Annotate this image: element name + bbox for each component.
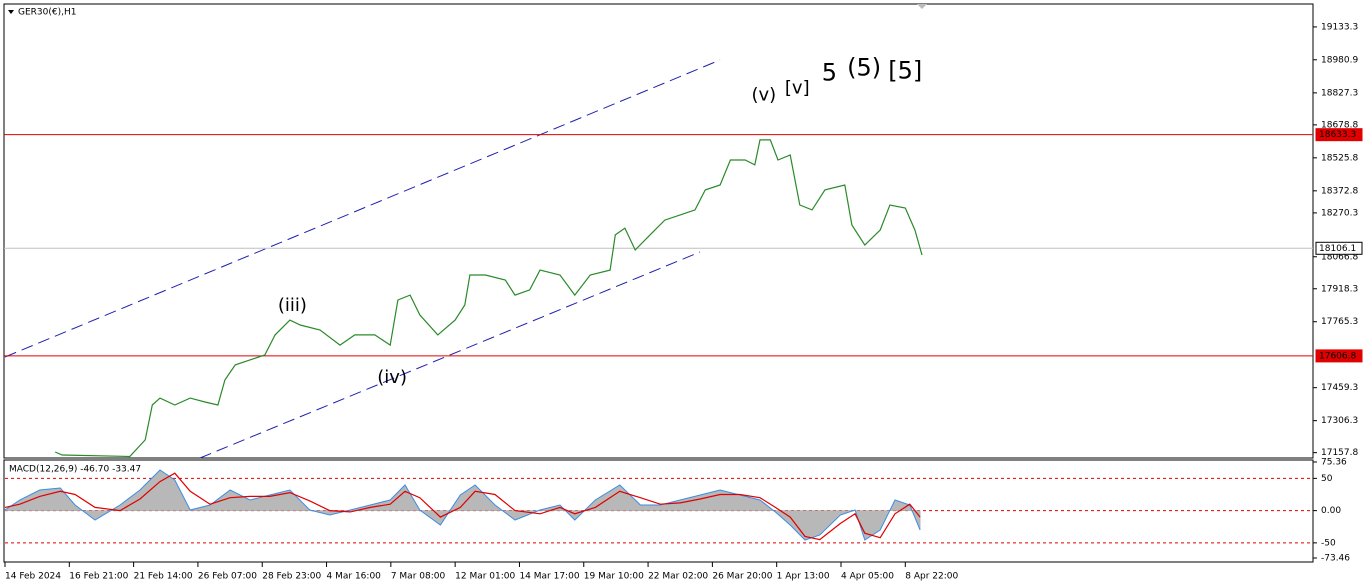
y-tick-label: 18678.8 [1321, 120, 1358, 130]
x-tick-label: 7 Mar 08:00 [391, 572, 446, 582]
price-line-series [54, 139, 923, 458]
price-panel [3, 3, 1314, 459]
y-tick-label: 0.00 [1321, 506, 1341, 516]
channel-lower [199, 251, 701, 459]
y-tick-label: 18525.8 [1321, 153, 1358, 163]
shift-marker [917, 4, 927, 9]
y-tick-label: 18372.8 [1321, 186, 1358, 196]
price-tag [1315, 241, 1363, 255]
signal-line [4, 472, 921, 541]
y-tick-label: 18066.8 [1321, 252, 1358, 262]
x-tick-label: 4 Apr 05:00 [841, 572, 894, 582]
wave-label: [v] [785, 77, 810, 98]
price-tag-label: 17606.8 [1319, 351, 1356, 361]
symbol-menu[interactable] [8, 10, 14, 14]
chart-title: GER30(€),H1 [18, 8, 76, 18]
x-tick-label: 14 Mar 17:00 [519, 572, 579, 582]
wave-label: (v) [751, 85, 776, 106]
price-tag-label: 18106.1 [1319, 244, 1356, 254]
wave-label: (iv) [377, 367, 407, 388]
y-tick-label: 17459.3 [1321, 383, 1358, 393]
x-tick-label: 14 Feb 2024 [5, 572, 61, 582]
x-tick-label: 16 Feb 21:00 [69, 572, 128, 582]
y-tick-label: 50 [1321, 474, 1333, 484]
x-tick-label: 12 Mar 01:00 [455, 572, 515, 582]
macd-fast-line [4, 469, 921, 541]
wave-label: (5) [847, 54, 881, 82]
x-tick-label: 19 Mar 10:00 [584, 572, 644, 582]
price-tag [1315, 349, 1363, 363]
wave-label: 5 [822, 59, 837, 87]
x-tick-label: 8 Apr 22:00 [905, 572, 958, 582]
x-tick-label: 28 Feb 23:00 [262, 572, 321, 582]
x-tick-label: 22 Mar 02:00 [648, 572, 708, 582]
y-tick-label: 17918.3 [1321, 284, 1358, 294]
y-tick-label: 19133.3 [1321, 22, 1358, 32]
y-tick-label: 18827.3 [1321, 88, 1358, 98]
y-tick-label: 17157.8 [1321, 448, 1358, 458]
x-tick-label: 26 Mar 20:00 [712, 572, 772, 582]
wave-label: [5] [888, 57, 922, 85]
price-tag-label: 18633.3 [1319, 130, 1356, 140]
x-tick-label: 1 Apr 13:00 [777, 572, 830, 582]
y-tick-label: 18980.9 [1321, 55, 1358, 65]
y-tick-label: 17306.3 [1321, 416, 1358, 426]
x-tick-label: 21 Feb 14:00 [134, 572, 193, 582]
x-tick-label: 26 Feb 07:00 [198, 572, 257, 582]
wave-label: (iii) [278, 295, 307, 316]
macd-title: MACD(12,26,9) -46.70 -33.47 [9, 465, 141, 475]
x-tick-label: 4 Mar 16:00 [327, 572, 382, 582]
channel-upper [4, 59, 721, 358]
y-tick-label: 18270.3 [1321, 208, 1358, 218]
y-tick-label: -50 [1321, 538, 1336, 548]
price-tag [1315, 128, 1363, 142]
y-tick-label: -73.46 [1321, 554, 1350, 564]
y-tick-label: 17765.3 [1321, 317, 1358, 327]
y-tick-label: 75.36 [1321, 458, 1347, 468]
